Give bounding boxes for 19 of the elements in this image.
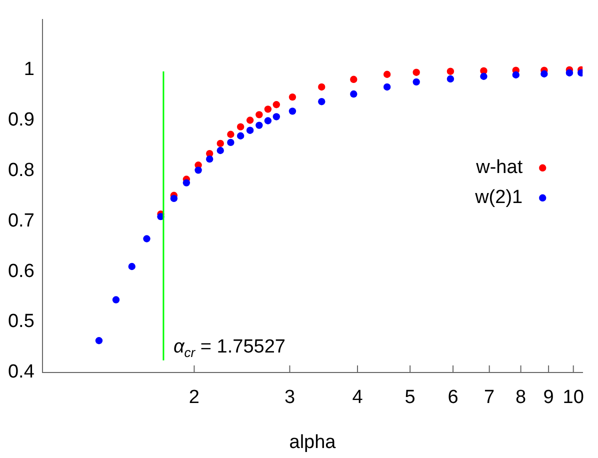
x-tick-label: 10 xyxy=(562,387,584,408)
x-tick-label: 4 xyxy=(352,387,364,408)
legend-label: w(2)1 xyxy=(474,187,523,208)
x-tick-label: 9 xyxy=(543,387,554,408)
x-tick-label: 5 xyxy=(404,387,416,408)
y-tick-label: 0.6 xyxy=(8,260,34,282)
x-axis-title: alpha xyxy=(289,432,336,453)
x-tick-label: 6 xyxy=(448,387,458,408)
y-tick-label: 0.4 xyxy=(8,362,35,383)
x-tick-label: 7 xyxy=(484,387,495,408)
x-tick-label: 2 xyxy=(188,387,200,408)
y-tick-label: 0.5 xyxy=(8,311,34,332)
y-tick-label: 0.7 xyxy=(8,210,34,232)
x-tick-label: 3 xyxy=(284,387,296,408)
legend-label: w-hat xyxy=(475,157,524,178)
x-tick-label: 8 xyxy=(516,387,526,408)
y-tick-label: 1 xyxy=(24,59,34,80)
y-tick-label: 0.8 xyxy=(8,160,34,181)
y-tick-label: 0.9 xyxy=(8,109,34,130)
